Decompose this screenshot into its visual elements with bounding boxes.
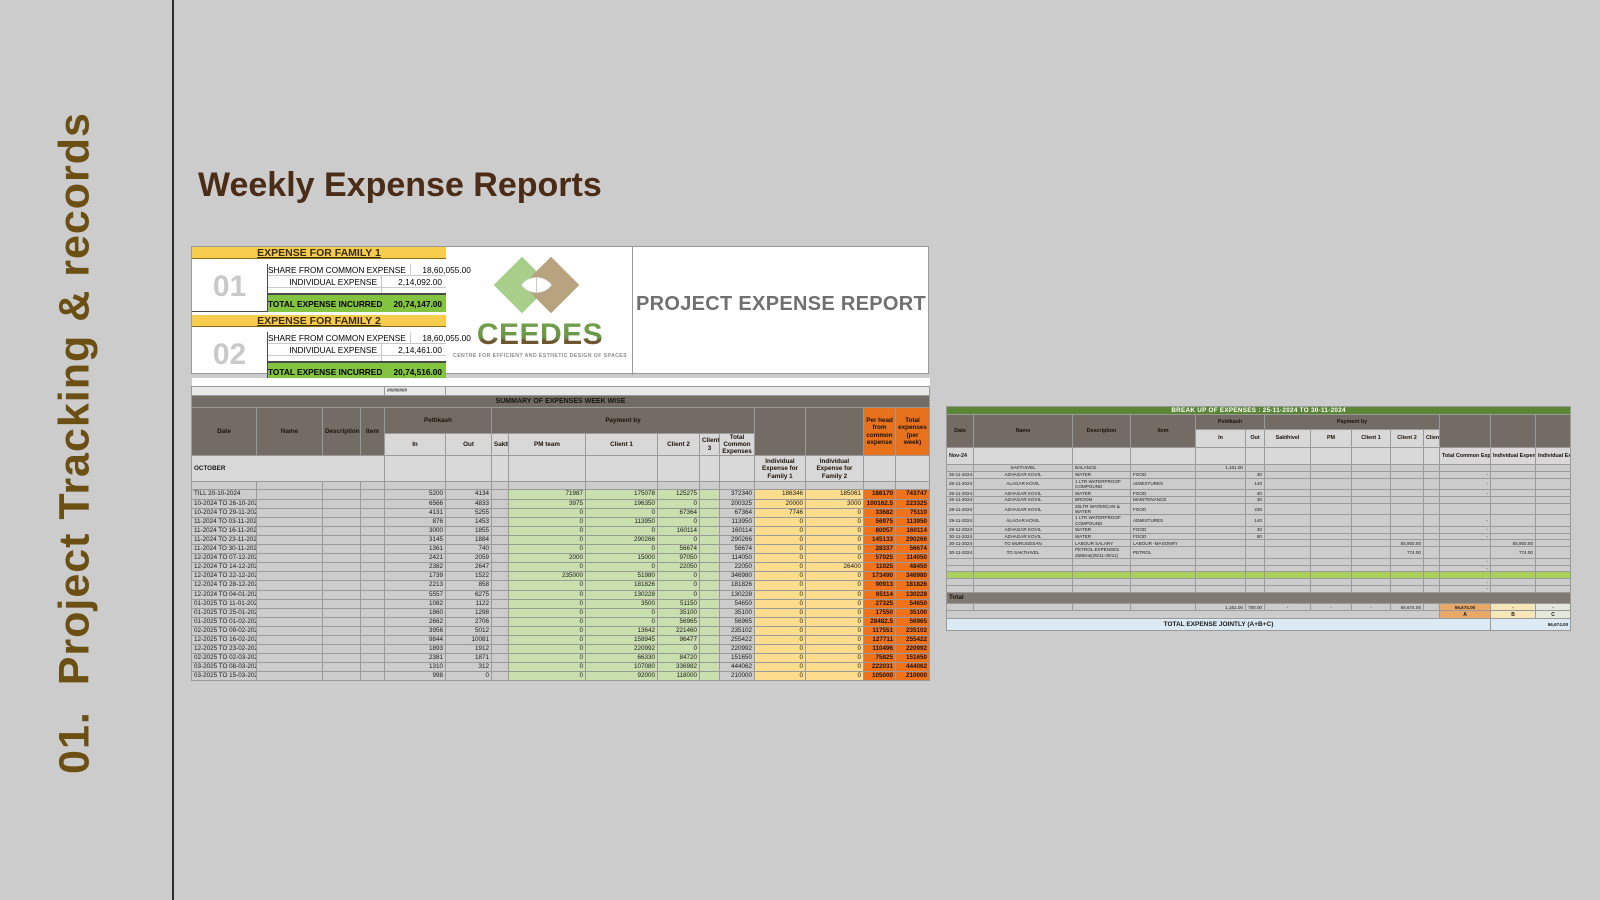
svg-text:CENTRE FOR EFFICIENT AND ESTHE: CENTRE FOR EFFICIENT AND ESTHETIC DESIGN… xyxy=(453,353,627,359)
svg-text:CEEDES: CEEDES xyxy=(477,318,603,351)
